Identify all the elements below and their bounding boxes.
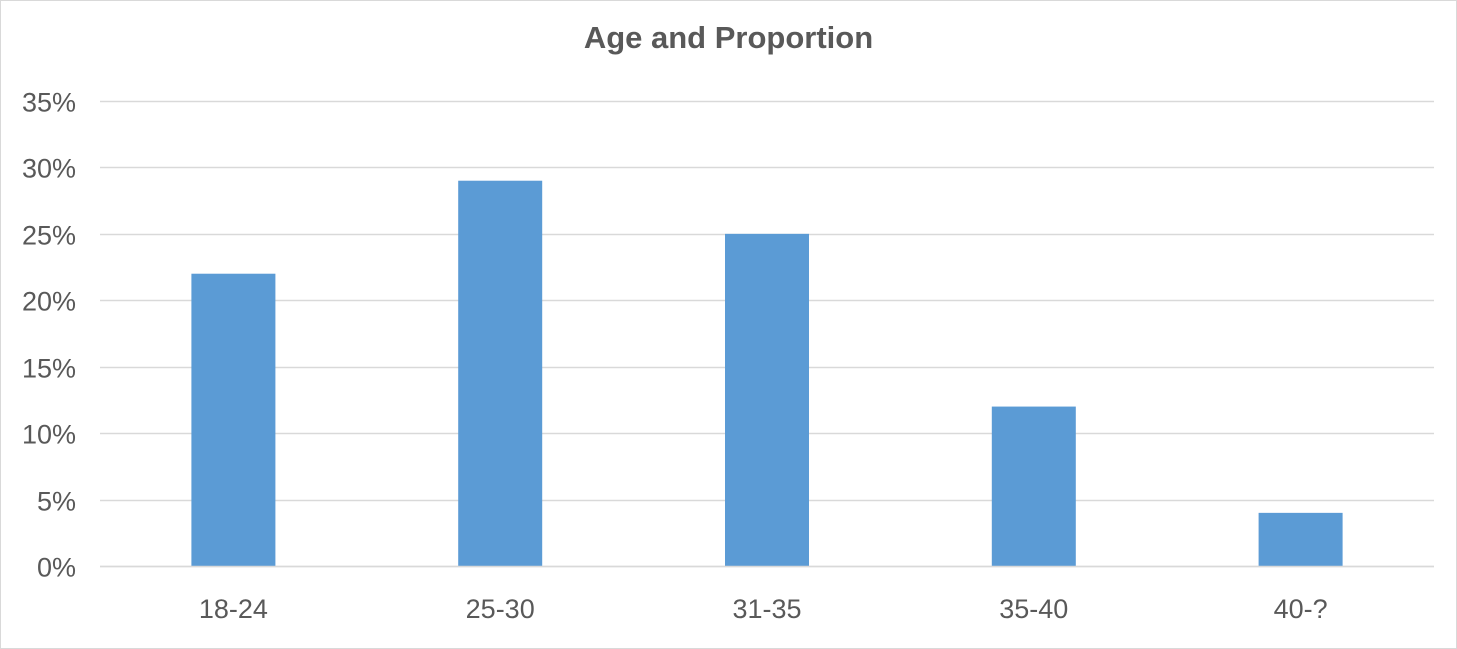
y-tick-label: 5% (37, 487, 76, 517)
y-tick-label: 20% (22, 287, 76, 317)
y-tick-label: 35% (22, 88, 76, 118)
x-tick-label: 40-? (1274, 594, 1328, 624)
x-tick-label: 25-30 (466, 594, 535, 624)
y-tick-label: 30% (22, 154, 76, 184)
bar-35-40 (991, 406, 1076, 566)
bar-18-24 (191, 273, 276, 566)
bar-25-30 (458, 180, 543, 566)
y-tick-label: 25% (22, 221, 76, 251)
x-tick-label: 18-24 (199, 594, 268, 624)
bar-40-? (1258, 512, 1343, 566)
bar-31-35 (725, 233, 809, 566)
chart-title: Age and Proportion (583, 20, 874, 55)
x-tick-label: 35-40 (999, 594, 1068, 624)
x-tick-label: 31-35 (732, 594, 801, 624)
y-tick-label: 15% (22, 354, 76, 384)
y-tick-label: 10% (22, 420, 76, 450)
y-tick-label: 0% (37, 553, 76, 583)
